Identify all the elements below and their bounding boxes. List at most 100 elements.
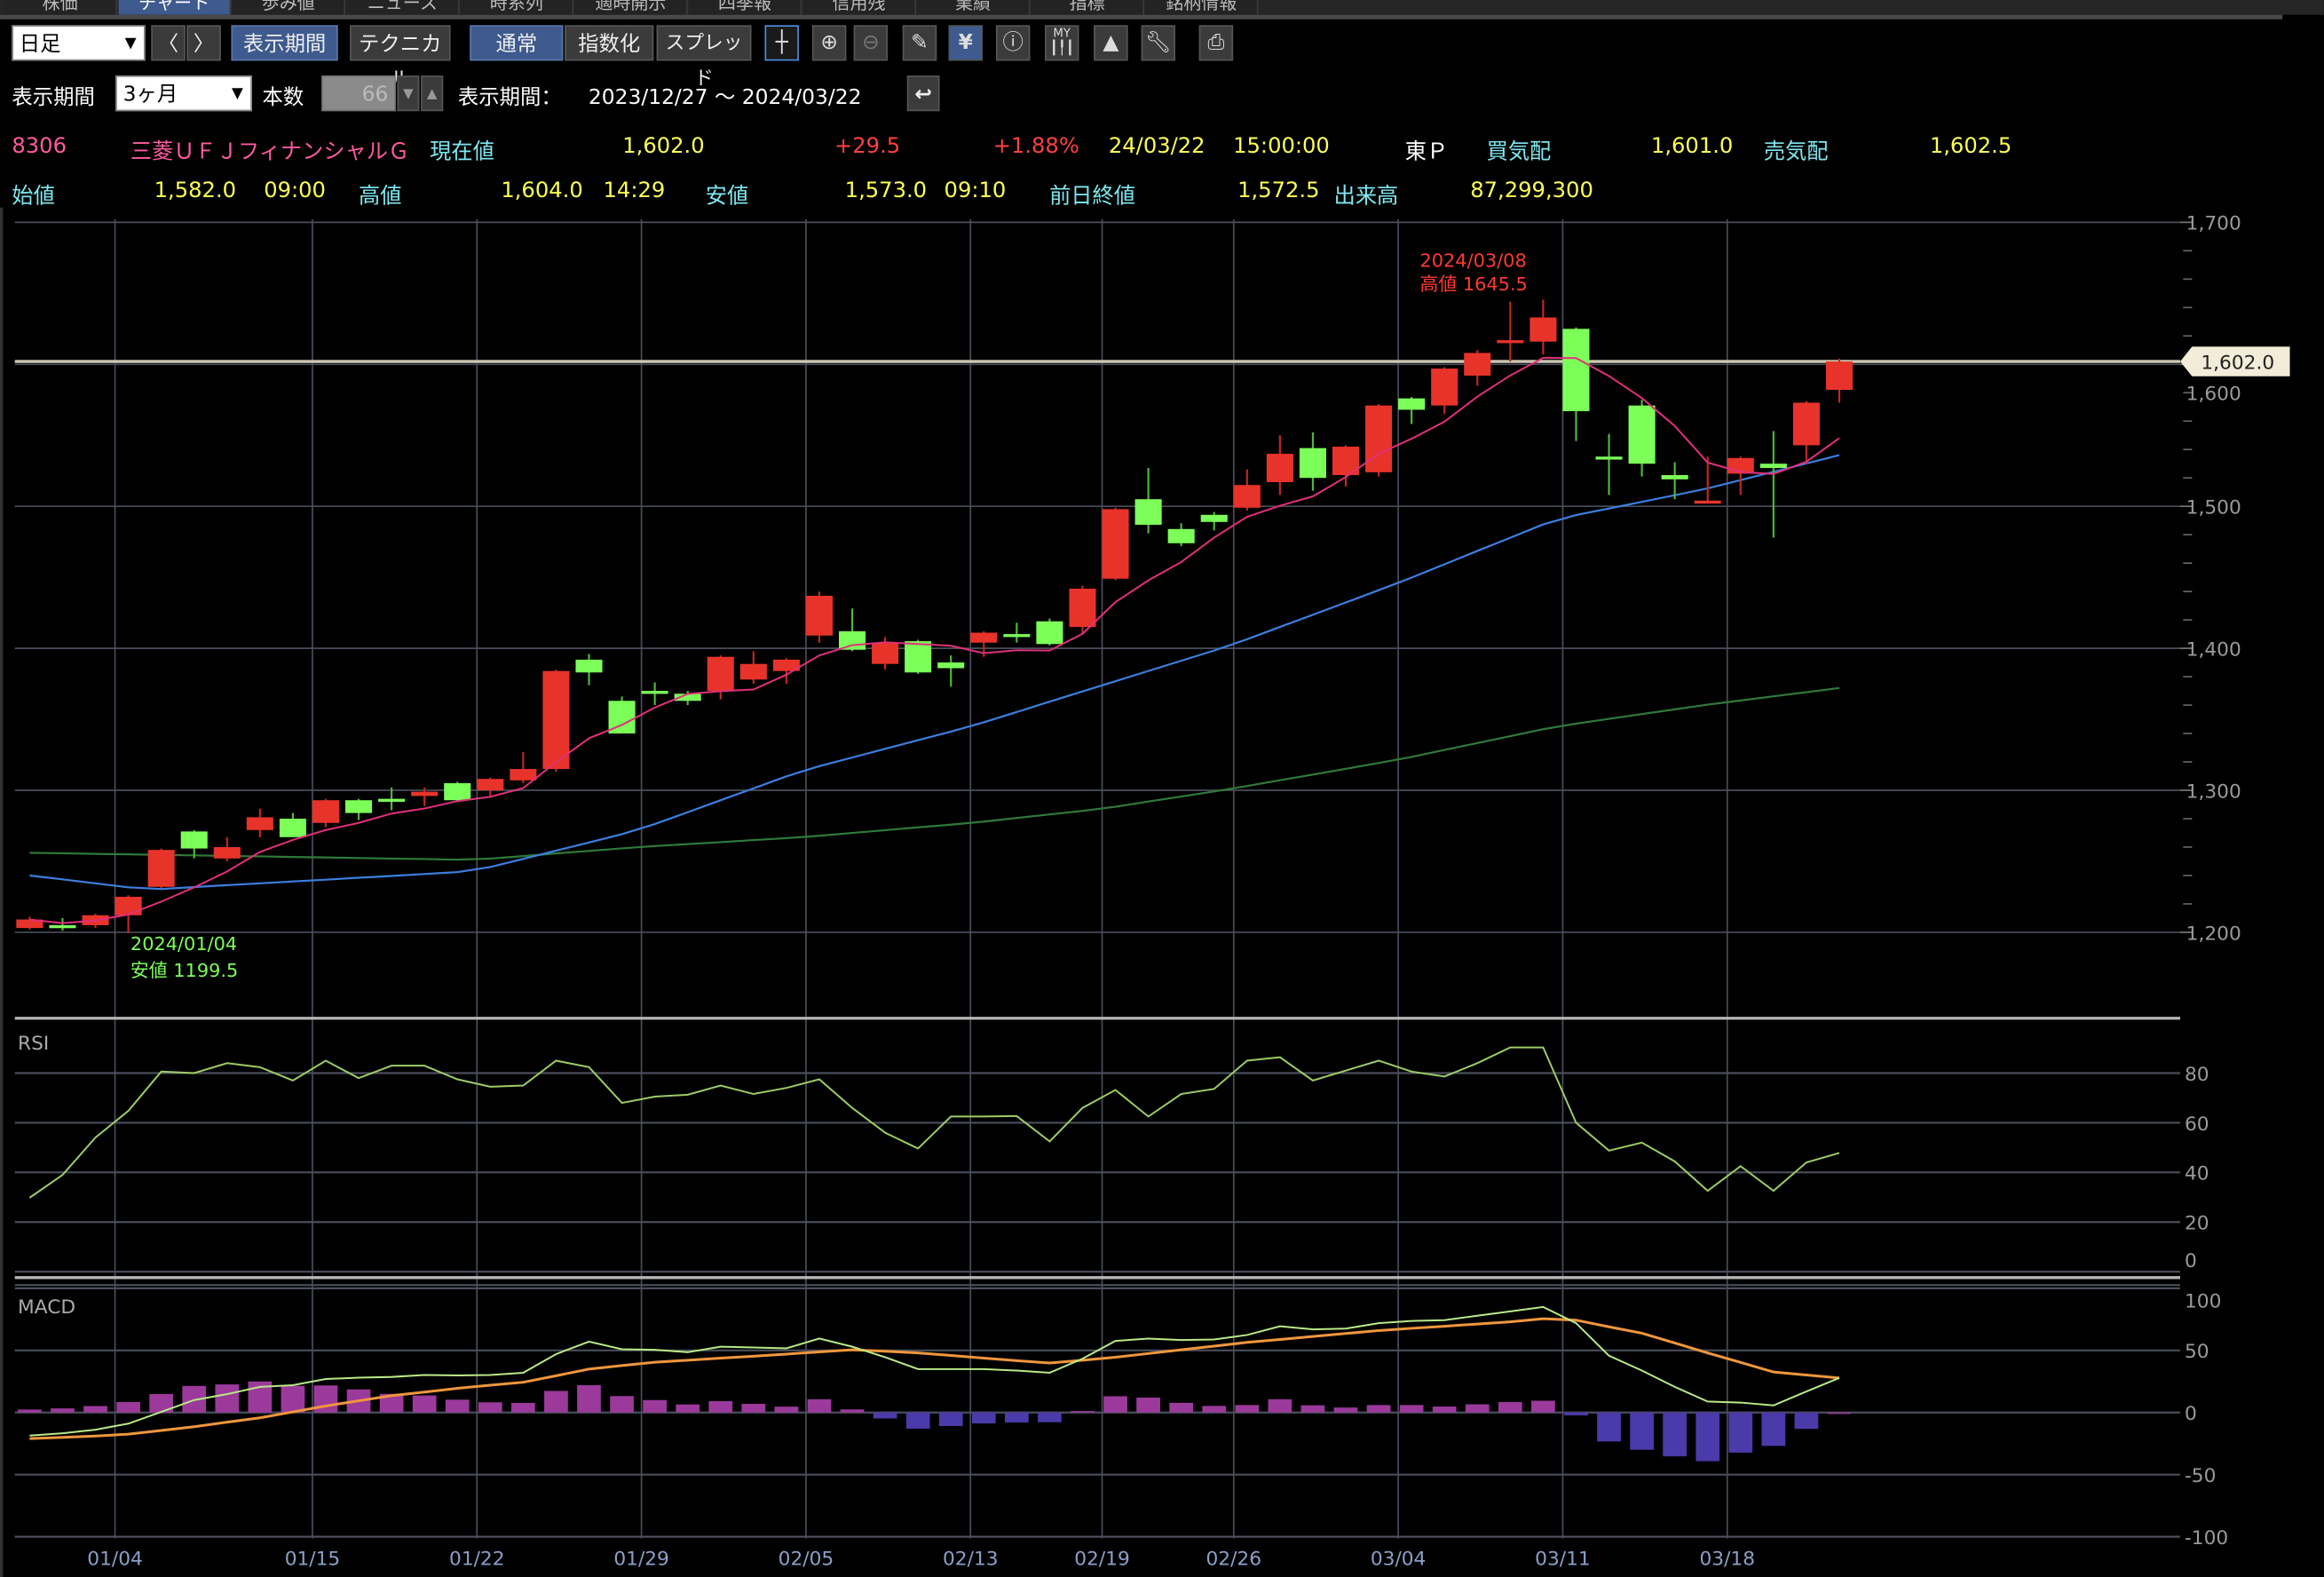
rsi-line	[28, 1046, 1840, 1199]
ask-price: 1,602.5	[1929, 134, 2012, 159]
macd-histogram-bar	[1366, 1405, 1391, 1413]
tab-4[interactable]: 時系列	[461, 0, 574, 15]
macd-histogram-bar	[1564, 1412, 1588, 1415]
low-label: 安値	[705, 185, 749, 210]
macd-histogram-bar	[215, 1384, 240, 1413]
yen-icon: ¥	[958, 31, 973, 55]
candle-down	[378, 798, 406, 802]
rsi-tick-label: 80	[2185, 1064, 2209, 1086]
open-time: 09:00	[264, 178, 326, 203]
zoom-out-icon: ⊖	[862, 31, 880, 55]
my-chart-icon: MY	[1053, 27, 1071, 41]
candle-up	[1694, 500, 1721, 504]
macd-histogram-bar	[1399, 1405, 1424, 1413]
macd-histogram-bar	[478, 1402, 502, 1413]
tab-2[interactable]: 歩み値	[233, 0, 346, 15]
macd-histogram-bar	[1827, 1412, 1852, 1415]
period-type-select[interactable]: 日足 ▼	[12, 25, 146, 61]
crosshair-button[interactable]: ┼	[764, 25, 799, 61]
x-tick-label: 02/05	[779, 1549, 834, 1571]
macd-histogram-bar	[149, 1393, 174, 1413]
period-select[interactable]: 3ヶ月 ▼	[115, 75, 252, 112]
settings-button[interactable]: 🔧︎	[1141, 25, 1175, 61]
candle-down	[1200, 514, 1228, 522]
candle-up	[246, 817, 273, 830]
yen-button[interactable]: ¥	[948, 25, 983, 61]
my-chart-button[interactable]: MY ┃╿┃	[1045, 25, 1079, 61]
tab-10[interactable]: 銘柄情報	[1145, 0, 1259, 15]
zoom-in-button[interactable]: ⊕	[811, 25, 847, 61]
macd-histogram-bar	[1597, 1412, 1621, 1442]
macd-tick-label: -50	[2185, 1465, 2216, 1487]
normal-button[interactable]: 通常	[470, 25, 564, 61]
reset-button[interactable]: ↩	[906, 75, 940, 112]
macd-histogram-bar	[1630, 1412, 1654, 1450]
display-period-button[interactable]: 表示期間	[231, 25, 338, 61]
info-button[interactable]: ⓘ	[995, 25, 1031, 61]
macd-histogram-bar	[18, 1409, 42, 1413]
tab-9[interactable]: 指標	[1032, 0, 1144, 15]
wrench-icon: 🔧︎	[1144, 31, 1172, 55]
price-tick-label: 1,400	[2186, 638, 2241, 661]
macd-histogram-bar	[83, 1406, 107, 1413]
tab-7[interactable]: 信用残	[802, 0, 916, 15]
print-button[interactable]: ⎙	[1198, 25, 1234, 61]
candle-down	[674, 693, 701, 701]
x-tick-label: 01/22	[449, 1549, 505, 1571]
ma25-line	[29, 454, 1840, 891]
index-button[interactable]: 指数化	[565, 25, 654, 61]
candle-up	[411, 791, 439, 796]
ask-label: 売気配	[1763, 140, 1829, 165]
count-down-button[interactable]: ▼	[397, 75, 420, 112]
price-change-pct: +1.88%	[992, 134, 1079, 159]
macd-line	[29, 1305, 1840, 1437]
tab-0[interactable]: 株価	[4, 0, 117, 15]
candle-down	[1167, 528, 1195, 543]
macd-histogram-bar	[1333, 1407, 1358, 1413]
high-label: 高値	[359, 185, 402, 210]
candle-up	[805, 595, 833, 636]
tab-6[interactable]: 四季報	[689, 0, 802, 15]
candle-down	[905, 641, 932, 673]
mountain-chart-icon: ▲	[1103, 31, 1119, 55]
price-tick-label: 1,300	[2186, 781, 2241, 803]
zoom-out-button[interactable]: ⊖	[853, 25, 889, 61]
technical-button[interactable]: テクニカル	[350, 25, 451, 91]
prev-button[interactable]: 〈	[151, 25, 186, 61]
return-icon: ↩	[914, 83, 932, 107]
macd-histogram-bar	[379, 1393, 404, 1413]
price-change: +29.5	[834, 134, 901, 159]
macd-histogram-bar	[1103, 1396, 1127, 1413]
down-arrow-icon: ▼	[403, 87, 414, 103]
spread-button[interactable]: スプレッド	[656, 25, 752, 91]
mountain-chart-button[interactable]: ▲	[1094, 25, 1128, 61]
draw-button[interactable]: ✎	[902, 25, 937, 61]
dropdown-arrow-icon: ▼	[231, 85, 243, 103]
count-up-button[interactable]: ▲	[421, 75, 444, 112]
candle-down	[1562, 329, 1590, 412]
macd-histogram-bar	[1038, 1412, 1062, 1422]
bid-price: 1,601.0	[1650, 134, 1734, 159]
high-price: 1,604.0	[501, 178, 583, 203]
candle-down	[444, 783, 471, 801]
macd-histogram-bar	[905, 1412, 930, 1429]
tab-5[interactable]: 適時開示	[574, 0, 688, 15]
count-input[interactable]: 66	[321, 75, 396, 112]
next-button[interactable]: 〉	[186, 25, 221, 61]
tab-3[interactable]: ニュース	[346, 0, 460, 15]
candle-down	[937, 662, 965, 669]
price-tick-label: 1,200	[2186, 923, 2241, 945]
tab-8[interactable]: 業績	[917, 0, 1031, 15]
dropdown-arrow-icon: ▼	[124, 36, 137, 52]
tab-1[interactable]: チャート	[118, 0, 232, 15]
candle-up	[1792, 402, 1820, 446]
macd-histogram-bar	[1136, 1397, 1160, 1413]
candle-down	[1398, 398, 1426, 410]
period-type-value: 日足	[19, 32, 61, 57]
range-value: 2023/12/27 ～ 2024/03/22	[588, 85, 862, 110]
rsi-tick-label: 60	[2185, 1113, 2209, 1136]
candle-down	[180, 831, 208, 849]
info-icon: ⓘ	[1002, 31, 1024, 55]
